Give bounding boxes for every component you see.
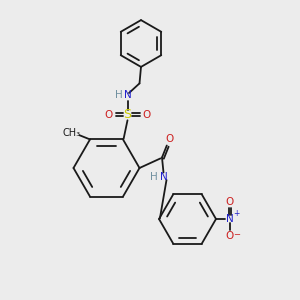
Text: N: N <box>226 214 233 224</box>
Text: O: O <box>142 110 150 120</box>
Text: O: O <box>225 196 234 207</box>
Text: H: H <box>115 90 122 100</box>
Text: O: O <box>225 231 234 242</box>
Text: N: N <box>160 172 167 182</box>
Text: S: S <box>124 108 131 122</box>
Text: CH₃: CH₃ <box>62 128 80 138</box>
Text: O: O <box>105 110 113 120</box>
Text: H: H <box>150 172 158 182</box>
Text: +: + <box>233 209 239 218</box>
Text: N: N <box>124 90 131 100</box>
Text: O: O <box>165 134 174 144</box>
Text: −: − <box>233 230 240 239</box>
